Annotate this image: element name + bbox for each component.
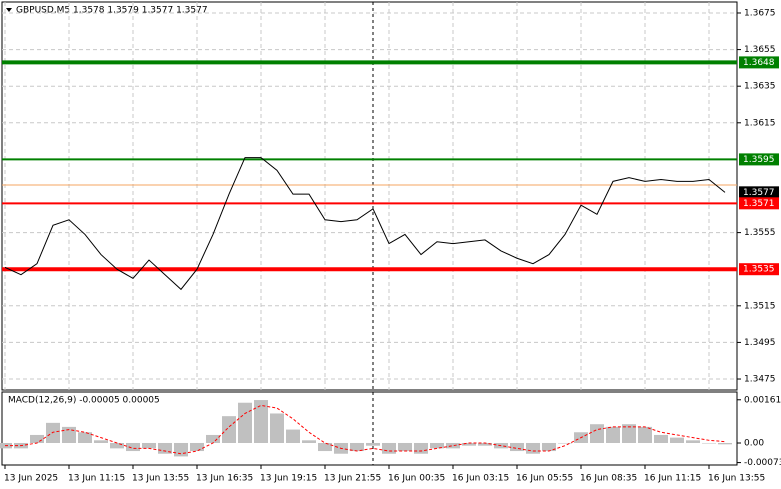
y-tick-label: 1.3515: [744, 301, 776, 311]
x-tick-label: 16 Jun 13:55: [708, 474, 765, 484]
level-label-box: [739, 186, 779, 199]
y-tick-label: 1.3495: [744, 338, 776, 348]
x-tick-label: 16 Jun 03:15: [452, 474, 509, 484]
main-pane: [1, 1, 738, 391]
x-tick-label: 13 Jun 19:15: [260, 474, 317, 484]
level-label-box: [739, 263, 779, 276]
y-tick-label: 0.00: [744, 438, 764, 448]
level-label: 1.3648: [743, 58, 775, 68]
macd-bar: [430, 442, 444, 449]
x-tick-label: 16 Jun 11:15: [644, 474, 701, 484]
x-tick-label: 16 Jun 05:55: [516, 474, 573, 484]
macd-bar: [414, 442, 428, 454]
level-label: 1.3571: [743, 199, 775, 209]
macd-bar: [622, 424, 636, 443]
signal-line: [5, 404, 726, 455]
macd-bar: [606, 426, 620, 443]
macd-bar: [206, 434, 220, 443]
macd-bar: [526, 442, 540, 454]
macd-bar: [654, 434, 668, 443]
macd-pane: [1, 391, 738, 466]
y-tick-label: 1.3555: [744, 228, 776, 238]
menu-icon: [6, 8, 12, 12]
y-tick-label: 1.3475: [744, 375, 776, 385]
x-tick-label: 13 Jun 16:35: [196, 474, 253, 484]
level-label-box: [739, 56, 779, 69]
macd-bar: [110, 442, 124, 449]
macd-bar: [190, 442, 204, 452]
x-tick-label: 13 Jun 11:15: [68, 474, 125, 484]
macd-bar: [126, 442, 140, 452]
macd-bar: [238, 402, 252, 443]
level-label: 1.3595: [743, 155, 775, 165]
y-tick-label: 1.3675: [744, 8, 776, 18]
macd-bar: [542, 442, 556, 452]
macd-bar: [510, 442, 524, 452]
x-tick-label: 13 Jun 13:55: [132, 474, 189, 484]
macd-bar: [174, 442, 188, 457]
x-tick-label: 16 Jun 08:35: [580, 474, 637, 484]
macd-bar: [46, 422, 60, 443]
macd-bar: [302, 440, 316, 443]
macd-bar: [62, 426, 76, 443]
macd-bar: [366, 442, 380, 446]
x-tick-label: 13 Jun 2025: [4, 474, 58, 484]
y-tick-label: -0.00073: [744, 458, 781, 468]
level-label-box: [739, 153, 779, 166]
macd-bar: [270, 413, 284, 443]
level-label: 1.3577: [743, 188, 775, 198]
x-tick-label: 16 Jun 00:35: [388, 474, 445, 484]
macd-bar: [94, 440, 108, 443]
level-label-box: [739, 197, 779, 210]
macd-bar: [30, 434, 44, 443]
macd-bar: [638, 426, 652, 443]
macd-bar: [350, 442, 364, 452]
macd-title: MACD(12,26,9) -0.00005 0.00005: [8, 396, 160, 406]
y-tick-label: 1.3615: [744, 118, 776, 128]
macd-bar: [590, 424, 604, 443]
macd-bar: [398, 442, 412, 452]
y-tick-label: 0.00161: [744, 395, 781, 405]
macd-bar: [286, 429, 300, 443]
macd-bar: [558, 442, 572, 444]
macd-bar: [446, 442, 460, 449]
macd-bar: [478, 442, 492, 446]
macd-bar: [462, 442, 476, 446]
macd-bar: [702, 442, 716, 444]
price-line: [4, 157, 726, 291]
y-tick-label: 1.3655: [744, 45, 776, 55]
macd-bar: [718, 442, 732, 445]
macd-bar: [222, 416, 236, 443]
macd-bar: [142, 442, 156, 449]
macd-bar: [254, 400, 268, 443]
macd-bar: [686, 440, 700, 443]
macd-bar: [382, 442, 396, 454]
macd-bar: [318, 442, 332, 452]
macd-bar: [670, 437, 684, 443]
level-label: 1.3535: [743, 265, 775, 275]
chart-title: GBPUSD,M5 1.3578 1.3579 1.3577 1.3577: [16, 6, 208, 16]
macd-bar: [78, 432, 92, 443]
y-tick-label: 1.3635: [744, 82, 776, 92]
x-tick-label: 13 Jun 21:55: [324, 474, 381, 484]
macd-bar: [158, 442, 172, 454]
